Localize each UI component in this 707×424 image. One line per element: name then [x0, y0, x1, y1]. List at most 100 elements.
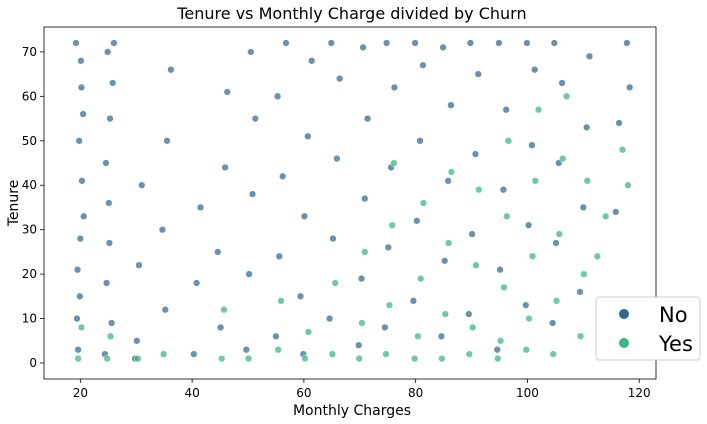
point-yes-44 — [549, 350, 557, 358]
y-tick-label-20: 20 — [22, 267, 37, 281]
point-no-98 — [579, 203, 587, 212]
point-no-93 — [552, 239, 560, 247]
point-no-84 — [499, 186, 508, 194]
point-no-68 — [413, 217, 421, 225]
point-no-10 — [77, 83, 86, 92]
point-yes-0 — [74, 354, 82, 363]
legend-label-yes: Yes — [658, 332, 693, 356]
point-no-30 — [190, 350, 198, 358]
point-no-33 — [216, 323, 225, 332]
point-yes-36 — [500, 283, 508, 292]
point-yes-26 — [438, 354, 446, 363]
point-no-57 — [355, 341, 363, 349]
point-no-36 — [223, 88, 231, 96]
point-yes-41 — [528, 252, 537, 260]
point-no-0 — [72, 39, 80, 47]
point-yes-42 — [531, 177, 539, 185]
point-no-23 — [135, 261, 143, 269]
point-no-24 — [138, 181, 146, 189]
point-yes-7 — [220, 306, 228, 314]
point-no-104 — [626, 83, 634, 92]
point-no-59 — [361, 194, 369, 203]
point-no-31 — [192, 279, 201, 287]
point-no-100 — [585, 52, 594, 60]
point-no-75 — [447, 101, 455, 109]
point-no-95 — [558, 79, 566, 87]
point-no-43 — [275, 252, 283, 260]
point-yes-29 — [447, 168, 456, 176]
point-no-97 — [576, 288, 584, 296]
point-no-79 — [471, 150, 480, 158]
point-yes-34 — [494, 354, 502, 363]
point-no-67 — [409, 297, 418, 305]
point-no-1 — [74, 346, 82, 354]
point-yes-3 — [106, 332, 115, 340]
point-no-60 — [363, 114, 372, 123]
y-tick-label-70: 70 — [22, 45, 37, 59]
point-yes-32 — [472, 261, 480, 269]
legend-marker-yes — [619, 338, 629, 348]
point-no-27 — [158, 226, 167, 234]
point-no-16 — [104, 48, 112, 56]
point-no-42 — [272, 332, 280, 340]
point-yes-24 — [417, 274, 425, 283]
point-yes-22 — [410, 354, 419, 363]
point-no-71 — [411, 39, 419, 47]
point-yes-50 — [580, 270, 588, 278]
point-yes-45 — [552, 297, 561, 305]
point-no-66 — [382, 39, 391, 47]
point-yes-10 — [277, 297, 285, 305]
point-no-80 — [474, 70, 482, 78]
point-yes-1 — [77, 323, 86, 332]
y-tick-label-10: 10 — [22, 312, 37, 326]
point-yes-16 — [358, 319, 366, 327]
x-tick-label-60: 60 — [296, 386, 311, 400]
point-yes-40 — [525, 314, 533, 323]
point-no-85 — [502, 106, 510, 114]
point-no-22 — [133, 337, 141, 345]
point-no-77 — [465, 310, 473, 318]
point-yes-14 — [331, 279, 339, 287]
x-tick-label-100: 100 — [516, 386, 539, 400]
x-tick-label-40: 40 — [184, 386, 199, 400]
point-no-46 — [282, 39, 290, 47]
point-no-69 — [416, 137, 424, 145]
point-no-83 — [496, 266, 504, 274]
point-no-50 — [308, 57, 316, 65]
point-no-7 — [73, 314, 81, 323]
point-no-73 — [441, 257, 449, 265]
point-no-5 — [79, 110, 87, 118]
point-no-102 — [615, 119, 623, 127]
point-no-3 — [76, 234, 84, 243]
point-no-13 — [102, 279, 111, 287]
point-no-62 — [381, 323, 389, 332]
point-yes-11 — [301, 354, 309, 363]
point-no-28 — [163, 137, 171, 145]
point-no-103 — [623, 39, 631, 47]
point-yes-15 — [355, 354, 363, 363]
point-no-34 — [214, 248, 222, 256]
point-no-6 — [77, 57, 85, 65]
axis-ticks: 20 40 60 80 100 120 0 10 20 30 40 50 60 70 — [22, 45, 651, 400]
point-yes-12 — [304, 328, 313, 336]
point-no-53 — [329, 234, 337, 243]
point-no-44 — [279, 172, 287, 180]
point-no-41 — [247, 48, 255, 56]
point-yes-5 — [159, 350, 168, 358]
point-no-4 — [78, 177, 86, 185]
legend: No Yes — [595, 296, 701, 361]
point-yes-13 — [328, 350, 337, 358]
plot-area — [43, 26, 657, 380]
point-no-78 — [468, 230, 476, 238]
point-no-92 — [548, 319, 557, 327]
point-no-72 — [437, 332, 446, 340]
point-no-39 — [248, 190, 257, 198]
point-no-32 — [196, 203, 205, 212]
point-yes-43 — [534, 106, 543, 114]
point-yes-21 — [390, 159, 398, 167]
point-no-19 — [105, 239, 114, 247]
point-yes-33 — [475, 186, 483, 194]
point-yes-52 — [593, 252, 601, 260]
point-no-38 — [245, 270, 253, 278]
point-no-49 — [304, 132, 312, 140]
